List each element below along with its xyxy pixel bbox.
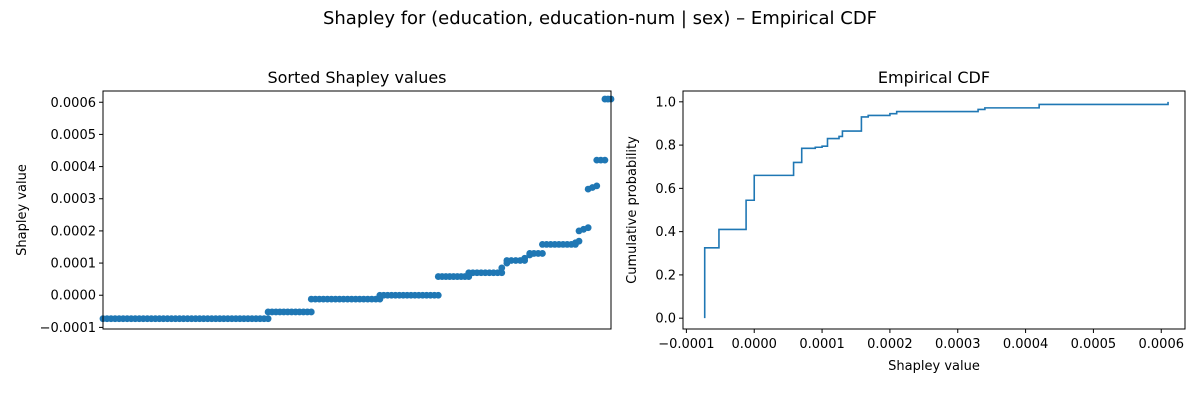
sorted-shapley-point — [521, 254, 529, 262]
sorted-shapley-points — [99, 95, 615, 323]
sorted-shapley-point — [434, 291, 442, 299]
empirical-cdf-x-tick-label: 0.0000 — [731, 337, 777, 352]
sorted-shapley-segment-9 — [526, 250, 546, 257]
sorted-shapley-point — [264, 315, 272, 323]
empirical-cdf-x-tick-label: 0.0006 — [1139, 337, 1185, 352]
sorted-shapley-point — [601, 156, 609, 164]
sorted-shapley-segment-4 — [434, 273, 473, 280]
sorted-shapley-point — [498, 269, 506, 277]
empirical-cdf-title: Empirical CDF — [878, 68, 990, 87]
sorted-shapley-segment-3 — [376, 291, 442, 299]
sorted-shapley-frame — [102, 90, 612, 330]
empirical-cdf-y-tick-label: 1.0 — [655, 95, 676, 110]
sorted-shapley-segment-11 — [572, 237, 583, 247]
sorted-shapley-y-tick-label: −0.0001 — [40, 321, 96, 336]
empirical-cdf-line — [703, 101, 1169, 319]
sorted-shapley-segment-15 — [601, 95, 615, 103]
sorted-shapley-segment-1 — [264, 308, 315, 316]
sorted-shapley-y-tick-label: 0.0000 — [51, 289, 97, 304]
sorted-shapley-segment-5 — [465, 269, 506, 277]
empirical-cdf-y-tick-label: 0.4 — [655, 225, 676, 240]
figure-suptitle: Shapley for (education, education-num | … — [323, 8, 877, 29]
sorted-shapley-y-tick-label: 0.0005 — [51, 128, 97, 143]
empirical-cdf-ylabel: Cumulative probability — [625, 136, 640, 284]
sorted-shapley-y-tick-label: 0.0001 — [51, 257, 97, 272]
sorted-shapley-segment-12 — [575, 224, 592, 235]
empirical-cdf-x-tick-label: 0.0005 — [1071, 337, 1117, 352]
sorted-shapley-y-tick-label: 0.0003 — [51, 192, 97, 207]
sorted-shapley-point — [584, 224, 592, 232]
empirical-cdf-xlabel: Shapley value — [888, 359, 980, 374]
empirical-cdf-x-tick-label: 0.0002 — [867, 337, 913, 352]
sorted-shapley-point — [539, 250, 546, 257]
empirical-cdf-y-tick-label: 0.6 — [655, 182, 676, 197]
empirical-cdf-x-tick-label: −0.0001 — [658, 337, 714, 352]
sorted-shapley-ylabel: Shapley value — [15, 164, 30, 256]
sorted-shapley-point — [575, 237, 583, 245]
empirical-cdf-x-tick-label: 0.0001 — [799, 337, 845, 352]
empirical-cdf-x-tick-label: 0.0004 — [1003, 337, 1049, 352]
empirical-cdf-y-tick-label: 0.0 — [655, 312, 676, 327]
empirical-cdf-frame — [682, 90, 1186, 330]
empirical-cdf-axes: Empirical CDF −0.0001 0.0000 0.0001 0.0002 0… — [625, 68, 1186, 374]
sorted-shapley-point — [307, 308, 315, 316]
sorted-shapley-segment-2 — [307, 295, 384, 303]
sorted-shapley-y-tick-label: 0.0002 — [51, 224, 97, 239]
sorted-shapley-y-tick-label: 0.0006 — [51, 96, 97, 111]
sorted-shapley-point — [498, 264, 506, 272]
empirical-cdf-x-tick-label: 0.0003 — [935, 337, 981, 352]
empirical-cdf-x-ticks: −0.0001 0.0000 0.0001 0.0002 0.0003 0.0004 0.0… — [658, 329, 1184, 352]
sorted-shapley-y-ticks: −0.0001 0.0000 0.0001 0.0002 0.0003 0.0004 0.0… — [40, 96, 103, 336]
sorted-shapley-y-tick-label: 0.0004 — [51, 160, 97, 175]
sorted-shapley-axes: Sorted Shapley values −0.0001 0.0000 0.000… — [15, 68, 615, 336]
empirical-cdf-y-ticks: 0.0 0.2 0.4 0.6 0.8 1.0 — [655, 95, 683, 327]
sorted-shapley-point — [593, 182, 601, 190]
sorted-shapley-segment-14 — [593, 156, 609, 164]
sorted-shapley-segment-13 — [584, 182, 601, 193]
empirical-cdf-y-tick-label: 0.2 — [655, 268, 676, 283]
sorted-shapley-segment-0 — [99, 315, 272, 323]
empirical-cdf-y-tick-label: 0.8 — [655, 139, 676, 154]
sorted-shapley-title: Sorted Shapley values — [267, 68, 446, 87]
